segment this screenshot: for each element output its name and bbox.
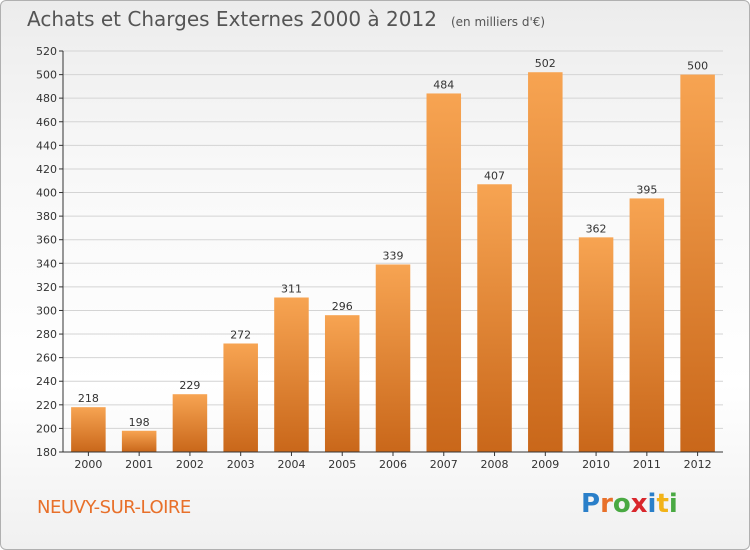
x-tick-label-2012: 2012 <box>684 458 712 471</box>
value-label-2002: 229 <box>179 379 200 392</box>
value-label-2012: 500 <box>687 60 708 73</box>
y-tick-label: 460 <box>36 116 57 129</box>
y-tick-label: 380 <box>36 210 57 223</box>
y-tick-label: 520 <box>36 45 57 58</box>
bar-2007 <box>426 93 462 452</box>
y-tick-label: 440 <box>36 139 57 152</box>
value-label-2006: 339 <box>383 249 404 262</box>
x-tick-label-2011: 2011 <box>633 458 661 471</box>
commune-name: NEUVY-SUR-LOIRE <box>37 497 191 518</box>
labels: 180 200 220 240 260 280 300 320 340 360 380 400 420 4… <box>36 45 712 471</box>
y-tick-label: 200 <box>36 422 57 435</box>
logo-letter: i <box>647 489 657 519</box>
logo-letter: t <box>656 489 669 519</box>
y-tick-label: 220 <box>36 399 57 412</box>
y-tick-label: 260 <box>36 352 57 365</box>
x-tick-label-2010: 2010 <box>582 458 610 471</box>
x-tick-label-2004: 2004 <box>277 458 305 471</box>
logo-letter: i <box>668 489 678 519</box>
bar-2011 <box>629 198 665 452</box>
y-tick-label: 180 <box>36 446 57 459</box>
value-label-2010: 362 <box>586 222 607 235</box>
bar-2010 <box>578 237 614 452</box>
value-label-2008: 407 <box>484 169 505 182</box>
x-tick-label-2001: 2001 <box>125 458 153 471</box>
chart-title-text: Achats et Charges Externes 2000 à 2012 <box>27 7 437 31</box>
value-label-2004: 311 <box>281 282 302 295</box>
value-label-2001: 198 <box>129 416 150 429</box>
bar-2004 <box>274 297 309 452</box>
y-tick-label: 280 <box>36 328 57 341</box>
value-label-2011: 395 <box>636 183 657 196</box>
x-tick-label-2005: 2005 <box>328 458 356 471</box>
y-tick-label: 340 <box>36 257 57 270</box>
y-tick-label: 240 <box>36 375 57 388</box>
y-tick-label: 320 <box>36 281 57 294</box>
bar-2006 <box>375 264 411 452</box>
value-label-2005: 296 <box>332 300 353 313</box>
y-tick-label: 500 <box>36 69 57 82</box>
axes <box>59 50 723 456</box>
x-tick-label-2003: 2003 <box>227 458 255 471</box>
chart-title: Achats et Charges Externes 2000 à 2012 (e… <box>27 7 545 31</box>
chart-unit: (en milliers d'€) <box>450 15 546 29</box>
bar-2009 <box>528 72 563 453</box>
x-tick-label-2007: 2007 <box>430 458 458 471</box>
bar-2012 <box>680 74 715 453</box>
bar-2001 <box>121 430 157 452</box>
logo-letter: r <box>600 489 613 519</box>
bar-2000 <box>71 407 106 452</box>
value-label-2009: 502 <box>535 57 556 70</box>
y-tick-label: 300 <box>36 304 57 317</box>
bar-2008 <box>477 184 512 452</box>
y-tick-label: 480 <box>36 92 57 105</box>
x-tick-label-2000: 2000 <box>74 458 102 471</box>
logo-letter: o <box>612 489 631 519</box>
bar-2005 <box>324 315 360 452</box>
x-tick-label-2006: 2006 <box>379 458 407 471</box>
logo-letter: P <box>581 489 601 519</box>
bar-2003 <box>223 343 258 452</box>
value-label-2000: 218 <box>78 392 99 405</box>
bar-2002 <box>172 394 208 452</box>
x-tick-label-2009: 2009 <box>531 458 559 471</box>
y-tick-label: 420 <box>36 163 57 176</box>
value-label-2007: 484 <box>433 78 454 91</box>
x-tick-label-2002: 2002 <box>176 458 204 471</box>
y-tick-label: 360 <box>36 234 57 247</box>
bars <box>71 72 715 453</box>
y-tick-label: 400 <box>36 187 57 200</box>
value-label-2003: 272 <box>230 328 251 341</box>
proxiti-logo: Proxiti <box>581 489 678 519</box>
x-tick-label-2008: 2008 <box>481 458 509 471</box>
logo-letter: x <box>630 489 648 519</box>
